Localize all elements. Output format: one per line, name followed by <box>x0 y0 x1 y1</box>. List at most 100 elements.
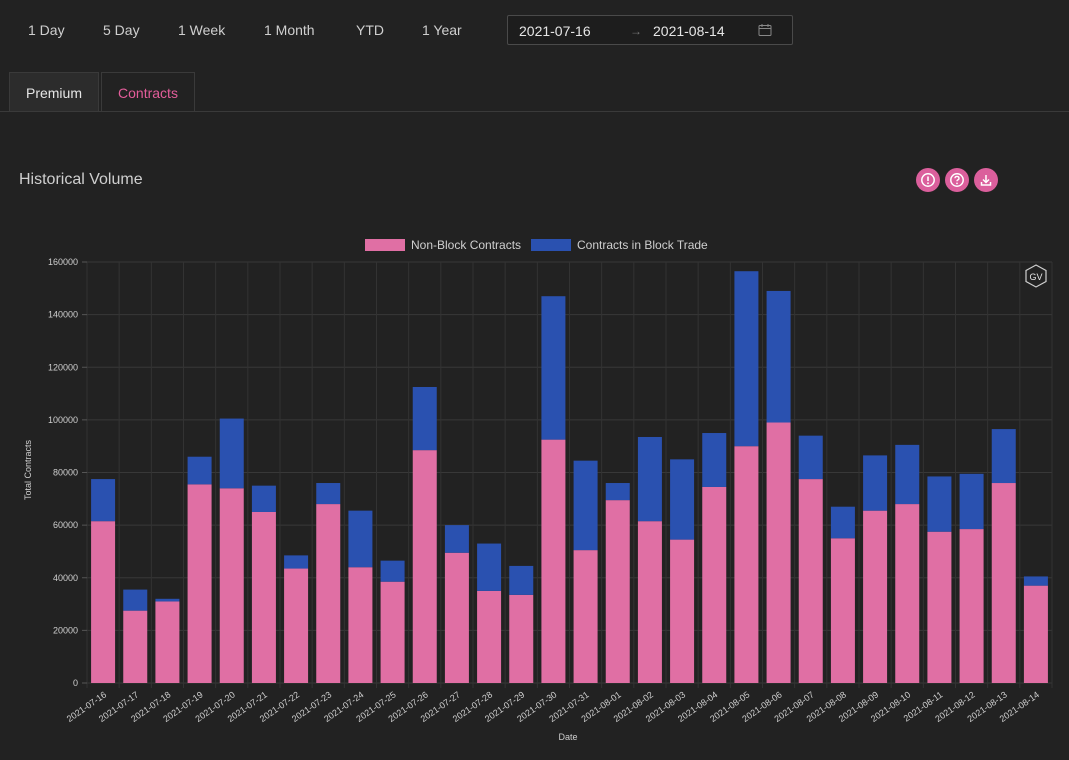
range-1-month-button[interactable]: 1 Month <box>264 22 315 38</box>
bar-non-block[interactable] <box>348 567 373 683</box>
bar-non-block[interactable] <box>895 504 920 683</box>
bar-non-block[interactable] <box>155 601 180 683</box>
bar-non-block[interactable] <box>316 504 341 683</box>
legend-label-non-block[interactable]: Non-Block Contracts <box>411 238 521 252</box>
bar-block[interactable] <box>573 460 598 551</box>
bar-non-block[interactable] <box>541 439 566 683</box>
bar-non-block[interactable] <box>444 552 469 683</box>
bar-block[interactable] <box>637 436 662 522</box>
legend-label-block[interactable]: Contracts in Block Trade <box>577 238 708 252</box>
range-1-year-button[interactable]: 1 Year <box>422 22 462 38</box>
bar-block[interactable] <box>959 473 984 530</box>
bar-block[interactable] <box>605 483 630 501</box>
bar-non-block[interactable] <box>1023 585 1048 683</box>
y-tick-label: 60000 <box>53 520 78 530</box>
y-tick-label: 100000 <box>48 415 78 425</box>
help-button[interactable] <box>945 168 969 192</box>
range-ytd-button[interactable]: YTD <box>356 22 384 38</box>
y-tick-label: 20000 <box>53 625 78 635</box>
bar-non-block[interactable] <box>187 484 212 683</box>
range-5-day-button[interactable]: 5 Day <box>103 22 140 38</box>
bar-block[interactable] <box>702 433 727 487</box>
bar-non-block[interactable] <box>927 531 952 683</box>
bar-block[interactable] <box>348 510 373 568</box>
bar-block[interactable] <box>412 386 437 451</box>
bar-non-block[interactable] <box>123 610 148 683</box>
bar-non-block[interactable] <box>219 488 244 683</box>
bar-non-block[interactable] <box>477 590 502 683</box>
range-1-day-button[interactable]: 1 Day <box>28 22 65 38</box>
date-separator: → <box>630 24 642 38</box>
legend-swatch-block[interactable] <box>531 239 571 251</box>
bar-non-block[interactable] <box>734 446 759 683</box>
y-axis-label: Total Contracts <box>23 439 33 500</box>
bar-block[interactable] <box>670 459 695 540</box>
bar-non-block[interactable] <box>251 511 276 683</box>
bar-block[interactable] <box>284 555 309 569</box>
bar-non-block[interactable] <box>959 529 984 683</box>
bar-block[interactable] <box>863 455 888 511</box>
bar-non-block[interactable] <box>863 510 888 683</box>
y-tick-label: 40000 <box>53 573 78 583</box>
tab-contracts[interactable]: Contracts <box>101 72 195 112</box>
watermark-text: GV <box>1029 272 1042 282</box>
tab-premium[interactable]: Premium <box>9 72 99 112</box>
bar-non-block[interactable] <box>702 486 727 683</box>
legend-swatch-non-block[interactable] <box>365 239 405 251</box>
y-tick-label: 120000 <box>48 362 78 372</box>
bar-non-block[interactable] <box>670 539 695 683</box>
bar-block[interactable] <box>477 543 502 591</box>
bar-block[interactable] <box>155 598 180 602</box>
chart-legend[interactable]: Non-Block Contracts Contracts in Block T… <box>365 238 708 252</box>
bar-block[interactable] <box>251 485 276 512</box>
bar-block[interactable] <box>830 506 855 539</box>
y-tick-label: 0 <box>73 678 78 688</box>
bar-block[interactable] <box>766 290 791 423</box>
help-icon <box>950 173 964 187</box>
bar-block[interactable] <box>444 525 469 553</box>
time-range-bar: 1 Day 5 Day 1 Week 1 Month YTD 1 Year → <box>0 0 1069 64</box>
download-button[interactable] <box>974 168 998 192</box>
bar-non-block[interactable] <box>766 422 791 683</box>
bar-non-block[interactable] <box>412 450 437 683</box>
bar-block[interactable] <box>91 479 116 522</box>
date-range-picker[interactable]: → <box>507 15 793 45</box>
end-date-input[interactable] <box>653 23 763 39</box>
bar-block[interactable] <box>1023 576 1048 586</box>
bar-block[interactable] <box>316 483 341 505</box>
bar-non-block[interactable] <box>637 521 662 683</box>
bar-block[interactable] <box>219 418 244 489</box>
bar-block[interactable] <box>123 589 148 611</box>
bar-non-block[interactable] <box>91 521 116 683</box>
bar-block[interactable] <box>734 271 759 447</box>
bar-block[interactable] <box>798 435 823 480</box>
bar-block[interactable] <box>187 456 212 485</box>
start-date-input[interactable] <box>519 23 629 39</box>
y-axis: 0 20000 40000 60000 80000 100000 120000 140000 1… <box>48 257 87 688</box>
y-tick-label: 160000 <box>48 257 78 267</box>
bar-non-block[interactable] <box>380 581 405 683</box>
bar-block[interactable] <box>991 429 1016 484</box>
bar-non-block[interactable] <box>509 594 534 683</box>
range-1-week-button[interactable]: 1 Week <box>178 22 226 38</box>
section-title: Historical Volume <box>19 171 143 188</box>
bar-block[interactable] <box>895 444 920 505</box>
bar-block[interactable] <box>380 560 405 582</box>
historical-volume-chart: 0 20000 40000 60000 80000 100000 120000 140000 1… <box>23 238 1053 742</box>
bar-block[interactable] <box>509 565 534 595</box>
bar-non-block[interactable] <box>605 500 630 683</box>
bar-block[interactable] <box>927 476 952 532</box>
info-button[interactable] <box>916 168 940 192</box>
chart-grid <box>86 261 1053 688</box>
bar-non-block[interactable] <box>573 550 598 683</box>
bar-block[interactable] <box>541 296 566 440</box>
bar-non-block[interactable] <box>284 568 309 683</box>
chart-bars <box>91 271 1048 683</box>
bar-non-block[interactable] <box>798 479 823 683</box>
bar-non-block[interactable] <box>991 483 1016 683</box>
bar-non-block[interactable] <box>830 538 855 683</box>
download-icon <box>980 175 992 186</box>
watermark-badge: GV <box>1025 264 1047 288</box>
x-axis: 2021-07-162021-07-172021-07-182021-07-19… <box>65 689 1041 724</box>
calendar-icon[interactable] <box>758 23 772 42</box>
